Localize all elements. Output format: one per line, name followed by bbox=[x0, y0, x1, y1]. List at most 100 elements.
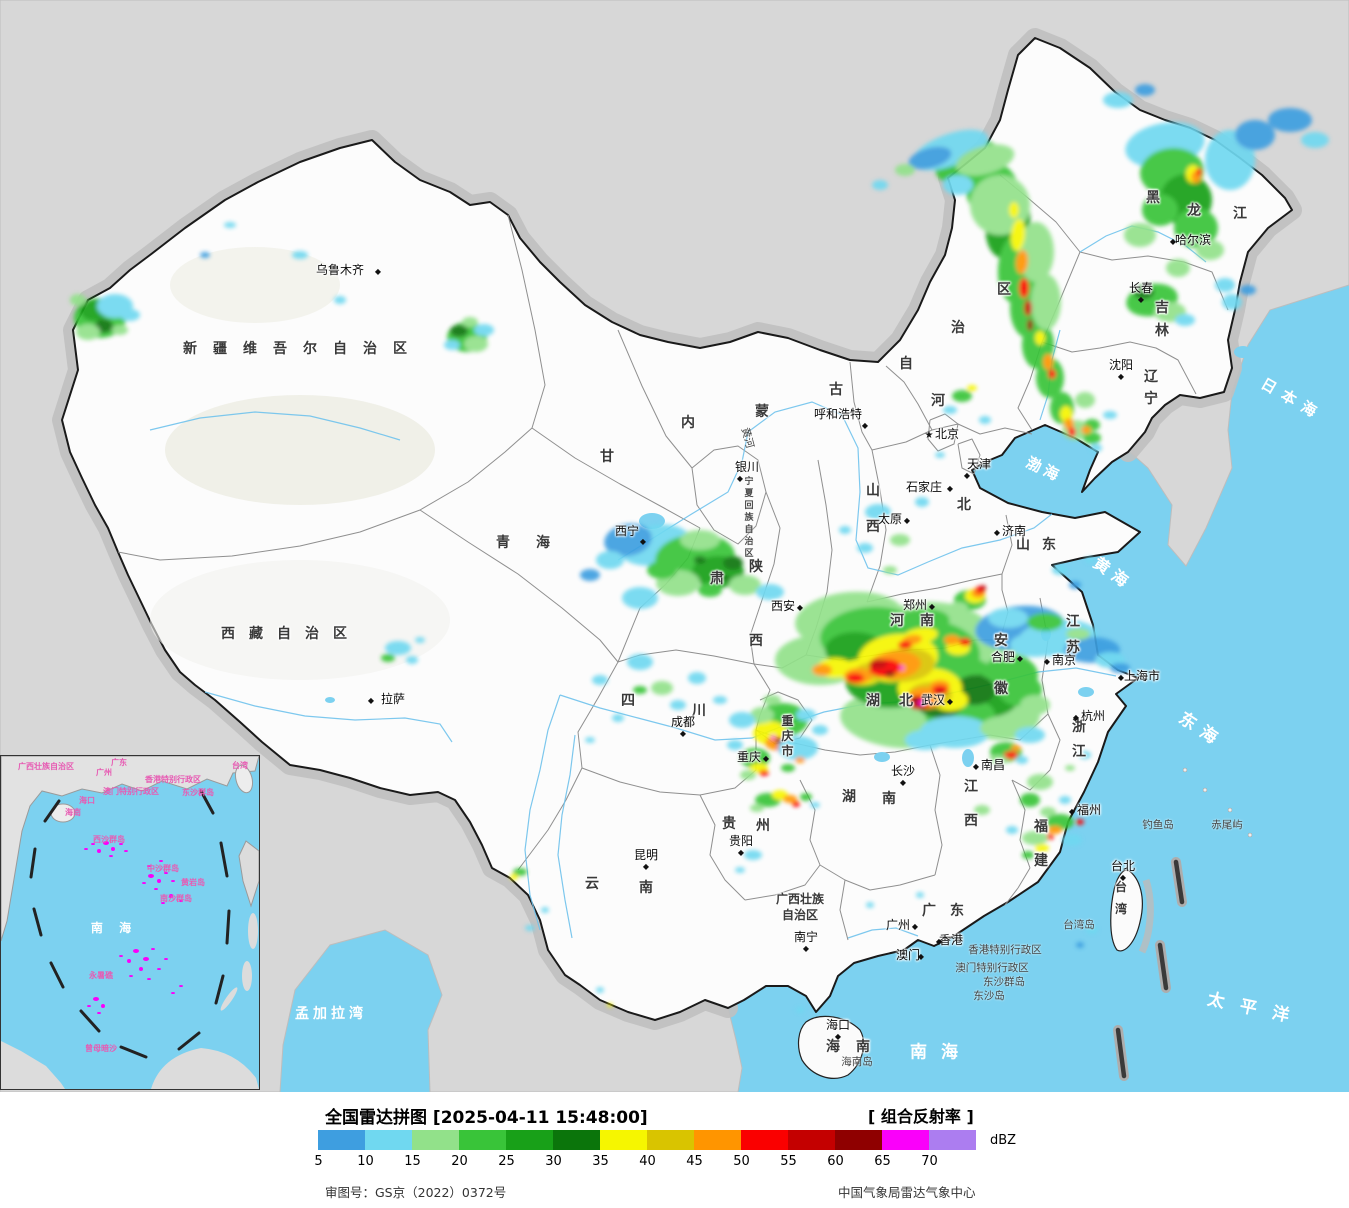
radar-echo bbox=[444, 340, 460, 350]
radar-echo bbox=[750, 804, 764, 812]
radar-echo bbox=[723, 556, 743, 570]
legend-tick-55: 55 bbox=[780, 1154, 797, 1169]
boundary-dash bbox=[219, 841, 229, 878]
radar-echo bbox=[1110, 663, 1130, 673]
inset-sea bbox=[1, 756, 259, 1089]
radar-echo bbox=[1016, 756, 1028, 764]
legend-colorbar bbox=[318, 1130, 976, 1150]
radar-echo bbox=[604, 523, 652, 557]
radar-echo bbox=[812, 725, 828, 735]
inset-radar-speckle bbox=[87, 1005, 91, 1007]
radar-echo bbox=[866, 902, 874, 908]
legend-color-20 bbox=[459, 1130, 506, 1150]
radar-echo bbox=[633, 686, 647, 694]
legend-color-35 bbox=[600, 1130, 647, 1150]
radar-echo bbox=[727, 740, 743, 750]
radar-echo bbox=[944, 635, 960, 645]
radar-echo bbox=[385, 641, 411, 655]
radar-echo bbox=[1027, 319, 1033, 331]
inset-philippines bbox=[248, 913, 258, 949]
radar-echo bbox=[1031, 274, 1061, 330]
radar-echo bbox=[857, 543, 873, 553]
inset-radar-speckle bbox=[133, 949, 139, 953]
radar-echo bbox=[647, 561, 677, 579]
legend-color-10 bbox=[365, 1130, 412, 1150]
radar-echo bbox=[935, 452, 945, 458]
radar-echo bbox=[334, 296, 346, 304]
radar-echo bbox=[1064, 418, 1074, 430]
radar-echo bbox=[1215, 278, 1235, 292]
radar-echo bbox=[1085, 557, 1095, 563]
inset-malay bbox=[1, 1041, 65, 1089]
radar-echo bbox=[698, 583, 722, 597]
inset-radar-speckle bbox=[164, 872, 168, 874]
terrain-tint bbox=[150, 247, 450, 680]
inset-radar-speckle bbox=[124, 850, 128, 852]
radar-echo bbox=[979, 416, 991, 424]
legend-color-15 bbox=[412, 1130, 459, 1150]
radar-echo bbox=[735, 867, 745, 873]
radar-echo bbox=[1076, 819, 1084, 825]
radar-echo bbox=[1040, 807, 1056, 817]
inset-radar-speckle bbox=[179, 900, 183, 902]
radar-echo bbox=[872, 180, 888, 190]
radar-echo bbox=[1020, 793, 1040, 807]
radar-echo bbox=[1166, 259, 1190, 277]
radar-echo bbox=[890, 534, 910, 546]
legend-color-5 bbox=[318, 1130, 365, 1150]
radar-echo bbox=[1196, 168, 1202, 176]
radar-echo bbox=[713, 696, 727, 704]
radar-echo bbox=[585, 737, 595, 743]
radar-echo bbox=[1059, 796, 1071, 804]
radar-echo bbox=[1083, 432, 1101, 444]
legend-panel: 全国雷达拼图 [2025-04-11 15:48:00] [ 组合反射率 ] 5… bbox=[0, 1092, 1349, 1208]
legend-color-50 bbox=[741, 1130, 788, 1150]
inset-radar-speckle bbox=[157, 879, 161, 883]
inset-radar-speckle bbox=[93, 997, 99, 1001]
inset-palawan bbox=[220, 987, 238, 1011]
radar-echo bbox=[1301, 132, 1329, 148]
inset-radar-speckle bbox=[139, 967, 143, 971]
radar-echo bbox=[970, 175, 1030, 235]
radar-echo bbox=[750, 707, 774, 723]
radar-echo bbox=[1027, 774, 1053, 790]
radar-echo bbox=[76, 324, 100, 340]
radar-echo bbox=[1235, 120, 1275, 150]
boundary-dash bbox=[225, 909, 231, 945]
inset-radar-speckle bbox=[171, 880, 175, 882]
inset-borneo bbox=[151, 1048, 259, 1089]
inset-radar-speckle bbox=[151, 948, 155, 950]
boundary-dash bbox=[79, 1009, 101, 1033]
radar-echo bbox=[612, 714, 624, 722]
south-china-sea-inset: 广西壮族自治区 广东 广州 香港特别行政区 澳门特别行政区 台湾 海口 海南 东沙群岛 西沙群岛中… bbox=[0, 755, 260, 1090]
legend-tick-35: 35 bbox=[592, 1154, 609, 1169]
legend-color-40 bbox=[647, 1130, 694, 1150]
radar-echo bbox=[865, 504, 891, 520]
legend-tick-30: 30 bbox=[545, 1154, 562, 1169]
radar-echo bbox=[580, 569, 600, 581]
ryukyu-islets bbox=[1182, 767, 1253, 838]
radar-echo bbox=[1048, 369, 1056, 379]
radar-echo bbox=[720, 575, 730, 581]
product-type-label: [ 组合反射率 ] bbox=[868, 1107, 974, 1126]
radar-echo bbox=[959, 638, 971, 646]
radar-echo bbox=[1011, 745, 1021, 751]
boundary-dash bbox=[199, 789, 215, 815]
radar-echo bbox=[474, 324, 494, 336]
radar-echo bbox=[796, 709, 816, 721]
inset-radar-speckle bbox=[97, 1012, 101, 1014]
radar-echo bbox=[911, 697, 919, 703]
radar-echo bbox=[1103, 411, 1117, 419]
legend-tick-45: 45 bbox=[686, 1154, 703, 1169]
radar-echo bbox=[1142, 194, 1178, 226]
radar-echo bbox=[406, 656, 418, 664]
producer-credit: 中国气象局雷达气象中心 bbox=[838, 1185, 976, 1200]
legend-color-30 bbox=[553, 1130, 600, 1150]
radar-echo bbox=[1124, 223, 1156, 247]
radar-echo bbox=[740, 770, 756, 780]
inset-radar-speckles bbox=[84, 841, 183, 1014]
inset-radar-speckle bbox=[164, 958, 168, 960]
legend-color-55 bbox=[788, 1130, 835, 1150]
inset-radar-speckle bbox=[97, 849, 101, 853]
